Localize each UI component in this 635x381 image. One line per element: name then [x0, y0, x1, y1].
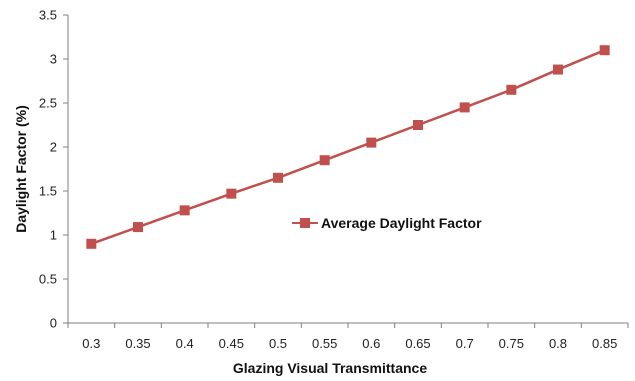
y-tick-label: 3 [50, 52, 57, 67]
x-tick-label: 0.75 [499, 336, 524, 351]
y-tick-label: 2 [50, 140, 57, 155]
x-tick-label: 0.65 [405, 336, 430, 351]
y-axis-title: Daylight Factor (%) [13, 105, 29, 233]
x-tick-label: 0.55 [312, 336, 337, 351]
data-point-marker [179, 205, 190, 216]
data-point-marker [226, 188, 237, 199]
data-point-marker [413, 120, 423, 130]
data-point-marker [86, 238, 97, 249]
x-tick-label: 0.45 [219, 336, 244, 351]
x-axis-ticks: 0.3 0.35 0.4 0.45 0.5 0.55 0.6 0.65 0.7 0.75 0.8 0.… [67, 323, 629, 351]
data-point-marker [553, 64, 563, 75]
x-tick-label: 0.3 [82, 336, 100, 351]
legend: Average Daylight Factor [292, 215, 482, 231]
legend-marker-swatch [300, 218, 310, 228]
x-tick-label: 0.85 [592, 336, 617, 351]
x-tick-label: 0.35 [125, 336, 150, 351]
x-tick-label: 0.5 [269, 336, 287, 351]
y-tick-label: 1 [50, 228, 57, 243]
data-point-marker [599, 45, 610, 56]
x-tick-label: 0.7 [456, 336, 474, 351]
x-tick-label: 0.6 [362, 336, 380, 351]
x-tick-label: 0.8 [549, 336, 567, 351]
y-tick-label: 1.5 [39, 184, 57, 199]
y-tick-label: 0.5 [39, 272, 57, 287]
series-line [90, 49, 606, 245]
data-point-marker [366, 137, 377, 148]
y-tick-label: 0 [50, 316, 57, 331]
data-point-marker [506, 84, 517, 95]
data-point-marker [273, 172, 283, 183]
axes [67, 15, 628, 324]
series-layer [86, 45, 610, 249]
data-point-marker [133, 222, 143, 233]
legend-label: Average Daylight Factor [321, 215, 482, 231]
x-axis-title: Glazing Visual Transmittance [233, 360, 427, 376]
y-tick-label: 2.5 [39, 96, 57, 111]
data-point-marker [459, 102, 470, 113]
y-axis-ticks: 0 0.5 1 1.5 2 2.5 3 3.5 [39, 8, 68, 331]
x-tick-label: 0.4 [176, 336, 194, 351]
data-point-marker [319, 155, 330, 166]
y-tick-label: 3.5 [39, 8, 57, 23]
